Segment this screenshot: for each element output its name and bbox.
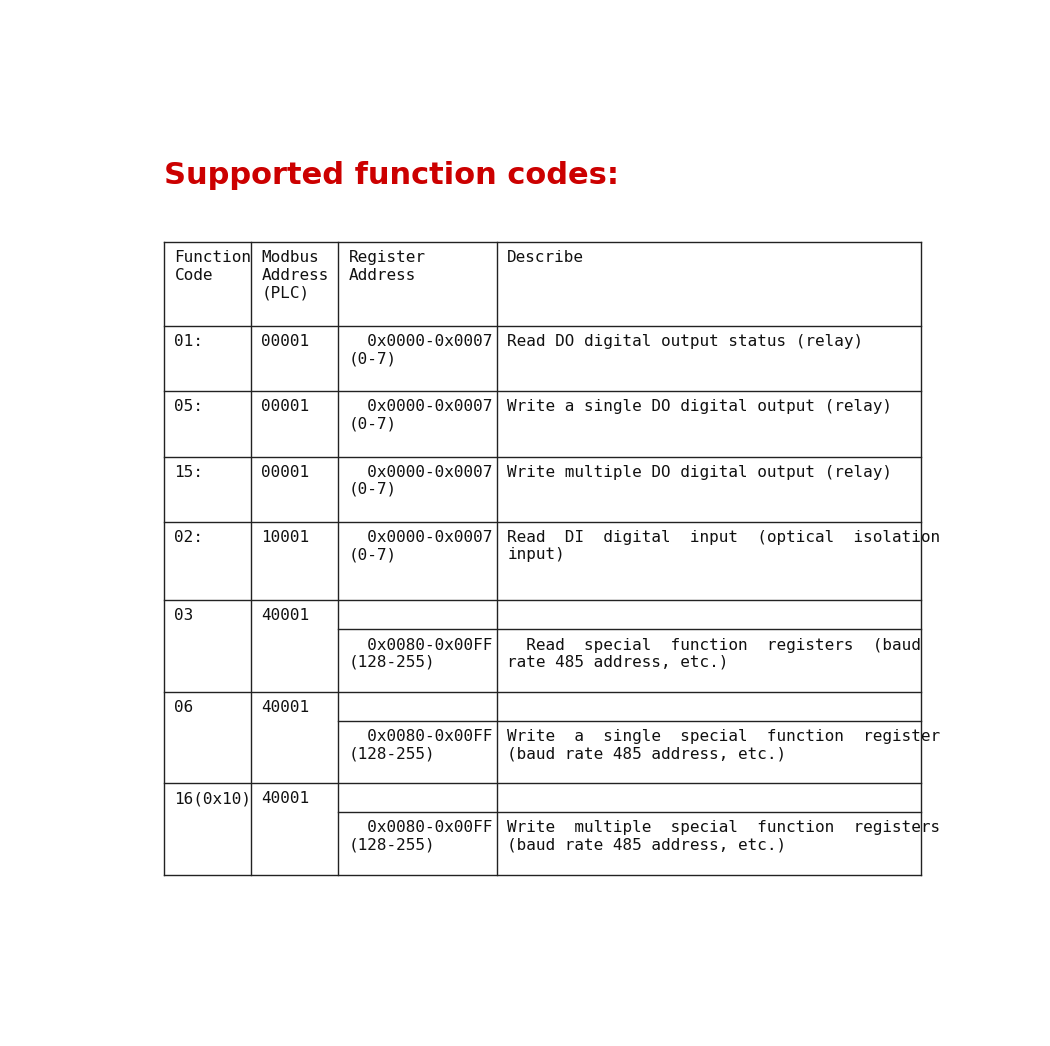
Text: 0x0080-0x00FF
(128-255): 0x0080-0x00FF (128-255) [349,820,492,852]
Text: 03: 03 [174,609,193,623]
Text: Write  a  single  special  function  register
(baud rate 485 address, etc.): Write a single special function register… [507,729,941,761]
Text: 16(0x10): 16(0x10) [174,791,251,806]
Text: Write  multiple  special  function  registers
(baud rate 485 address, etc.): Write multiple special function register… [507,820,941,852]
Text: 00001: 00001 [261,400,310,414]
Text: 06: 06 [174,700,193,714]
Text: Register
Address: Register Address [349,250,425,282]
Text: 0x0000-0x0007
(0-7): 0x0000-0x0007 (0-7) [349,530,492,563]
Text: 40001: 40001 [261,791,310,806]
Text: 0x0080-0x00FF
(128-255): 0x0080-0x00FF (128-255) [349,729,492,761]
Text: Read  special  function  registers  (baud
rate 485 address, etc.): Read special function registers (baud ra… [507,638,921,669]
Text: 0x0000-0x0007
(0-7): 0x0000-0x0007 (0-7) [349,400,492,432]
Text: 00001: 00001 [261,464,310,480]
Text: Write multiple DO digital output (relay): Write multiple DO digital output (relay) [507,464,892,480]
Text: 05:: 05: [174,400,204,414]
Text: 0x0000-0x0007
(0-7): 0x0000-0x0007 (0-7) [349,334,492,366]
Text: Supported function codes:: Supported function codes: [164,161,618,190]
Text: 15:: 15: [174,464,204,480]
Text: Function
Code: Function Code [174,250,251,282]
Text: 00001: 00001 [261,334,310,349]
Text: Modbus
Address
(PLC): Modbus Address (PLC) [261,250,329,300]
Text: Write a single DO digital output (relay): Write a single DO digital output (relay) [507,400,892,414]
Text: 01:: 01: [174,334,204,349]
Text: 0x0080-0x00FF
(128-255): 0x0080-0x00FF (128-255) [349,638,492,669]
Text: 40001: 40001 [261,700,310,714]
Text: Describe: Describe [507,250,585,266]
Text: Read DO digital output status (relay): Read DO digital output status (relay) [507,334,863,349]
Text: 40001: 40001 [261,609,310,623]
Text: Read  DI  digital  input  (optical  isolation
input): Read DI digital input (optical isolation… [507,530,941,563]
Text: 02:: 02: [174,530,204,545]
Text: 0x0000-0x0007
(0-7): 0x0000-0x0007 (0-7) [349,464,492,497]
Text: 10001: 10001 [261,530,310,545]
